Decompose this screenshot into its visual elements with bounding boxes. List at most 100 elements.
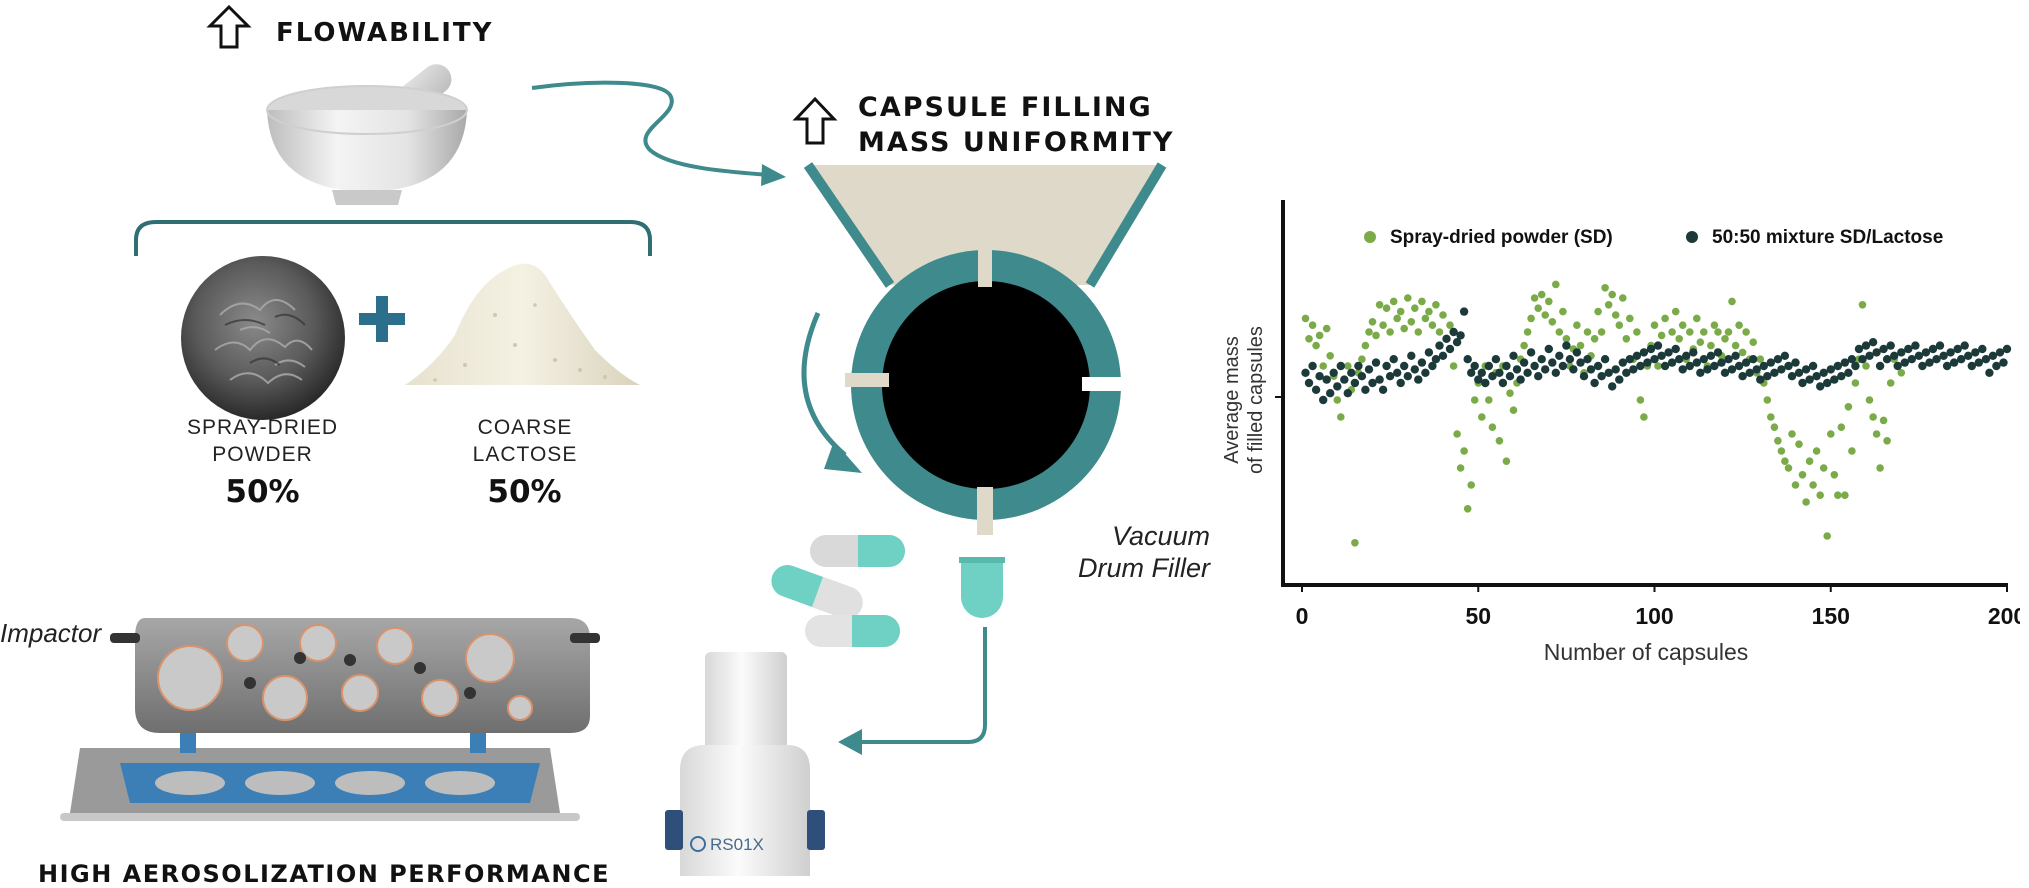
- sd-point-67: [1534, 304, 1542, 312]
- mix-point-52: [1481, 378, 1490, 388]
- mix-point-173: [1907, 355, 1916, 364]
- sd-point-170: [1897, 369, 1906, 377]
- vacuum-drum-label: Vacuum Drum Filler: [1030, 520, 1210, 584]
- mix-point-120: [1720, 368, 1730, 377]
- sd-point-143: [1802, 498, 1810, 506]
- mix-point-115: [1703, 365, 1712, 374]
- sd-point-49: [1470, 396, 1479, 404]
- sd-point-37: [1428, 321, 1437, 329]
- sd-point-126: [1742, 328, 1750, 336]
- mix-point-90: [1615, 375, 1624, 384]
- mix-point-68: [1537, 355, 1546, 364]
- sd-point-142: [1798, 471, 1807, 479]
- mix-point-107: [1675, 355, 1684, 364]
- sd-point-47: [1463, 505, 1472, 513]
- mix-point-159: [1858, 355, 1867, 364]
- mix-point-71: [1548, 358, 1557, 367]
- sd-point-151: [1830, 471, 1839, 479]
- sd-point-121: [1724, 328, 1733, 336]
- sd-point-18: [1361, 341, 1370, 350]
- mix-point-187: [1957, 355, 1966, 364]
- sd-point-148: [1819, 464, 1828, 472]
- y-axis-label-line1: Average mass: [1221, 336, 1243, 463]
- sd-point-118: [1714, 328, 1722, 336]
- mix-point-109: [1682, 351, 1691, 360]
- sd-point-100: [1650, 321, 1659, 329]
- sd-point-160: [1862, 362, 1870, 370]
- sd-point-29: [1400, 324, 1408, 333]
- mix-point-145: [1808, 361, 1818, 371]
- rotation-arrow-icon: [801, 312, 862, 473]
- mix-point-83: [1590, 378, 1599, 388]
- mix-point-77: [1569, 365, 1578, 374]
- sd-point-130: [1756, 355, 1765, 363]
- mix-point-44: [1452, 338, 1462, 347]
- mix-point-130: [1756, 375, 1765, 384]
- sd-point-74: [1559, 307, 1567, 316]
- sd-point-125: [1738, 348, 1747, 357]
- mix-point-149: [1823, 378, 1832, 388]
- mix-point-179: [1928, 344, 1938, 354]
- sd-point-63: [1520, 341, 1528, 350]
- sd-point-96: [1636, 396, 1645, 404]
- sd-point-165: [1879, 416, 1888, 425]
- mix-point-35: [1421, 368, 1430, 377]
- sd-point-44: [1453, 430, 1461, 438]
- mix-point-156: [1847, 355, 1857, 364]
- sd-point-132: [1763, 396, 1772, 404]
- sd-point-155: [1844, 403, 1853, 411]
- sd-point-28: [1396, 307, 1405, 316]
- sd-point-26: [1389, 297, 1398, 306]
- capsule-filling-title: CAPSULE FILLING MASS UNIFORMITY: [858, 90, 1174, 160]
- mix-point-137: [1780, 351, 1790, 360]
- capsules-image: [771, 535, 905, 647]
- mix-point-31: [1407, 351, 1416, 360]
- sd-point-35: [1421, 314, 1430, 323]
- mix-point-98: [1643, 358, 1652, 367]
- mix-point-30: [1403, 372, 1412, 381]
- mix-point-100: [1650, 355, 1659, 364]
- sd-point-25: [1386, 328, 1394, 336]
- sd-point-43: [1449, 362, 1458, 370]
- mix-point-160: [1861, 341, 1871, 350]
- sd-point-92: [1622, 335, 1631, 343]
- sd-point-159: [1858, 301, 1867, 309]
- mix-point-128: [1749, 355, 1758, 364]
- sd-point-22: [1375, 301, 1384, 309]
- sd-point-42: [1446, 321, 1454, 329]
- mix-point-37: [1428, 361, 1437, 371]
- mix-point-199: [1999, 358, 2008, 367]
- lactose-percent: 50%: [487, 474, 562, 510]
- mix-point-157: [1851, 361, 1860, 371]
- lactose-caption-line1: COARSE: [477, 416, 573, 439]
- mix-point-64: [1523, 368, 1532, 377]
- mix-point-45: [1456, 331, 1465, 340]
- sd-point-112: [1693, 314, 1701, 323]
- sd-point-141: [1795, 440, 1803, 448]
- mix-point-46: [1459, 307, 1469, 316]
- mix-point-63: [1519, 358, 1529, 367]
- sd-point-153: [1837, 423, 1846, 431]
- lactose-caption: COARSE LACTOSE: [425, 414, 625, 468]
- mix-point-155: [1844, 368, 1853, 377]
- mix-point-116: [1706, 351, 1716, 360]
- sd-point-145: [1809, 481, 1817, 489]
- sd-point-106: [1671, 307, 1680, 316]
- mix-point-146: [1812, 372, 1821, 381]
- sd-point-113: [1696, 338, 1705, 346]
- mix-point-182: [1939, 351, 1948, 360]
- sd-point-54: [1488, 423, 1497, 431]
- sd-point-136: [1777, 447, 1786, 455]
- mix-point-129: [1752, 365, 1761, 374]
- mix-point-21: [1371, 358, 1381, 367]
- sd-point-90: [1615, 321, 1624, 329]
- x-axis-label: Number of capsules: [1544, 639, 1749, 665]
- mix-point-4: [1311, 385, 1321, 394]
- capsule-filling-line1: CAPSULE FILLING: [858, 92, 1153, 123]
- legend-label-sd: Spray-dried powder (SD): [1390, 227, 1613, 248]
- mix-point-183: [1942, 361, 1952, 371]
- mix-point-181: [1935, 341, 1945, 350]
- mix-point-122: [1727, 365, 1737, 374]
- mix-point-124: [1734, 361, 1744, 371]
- vacuum-label-line2: Drum Filler: [1078, 553, 1210, 583]
